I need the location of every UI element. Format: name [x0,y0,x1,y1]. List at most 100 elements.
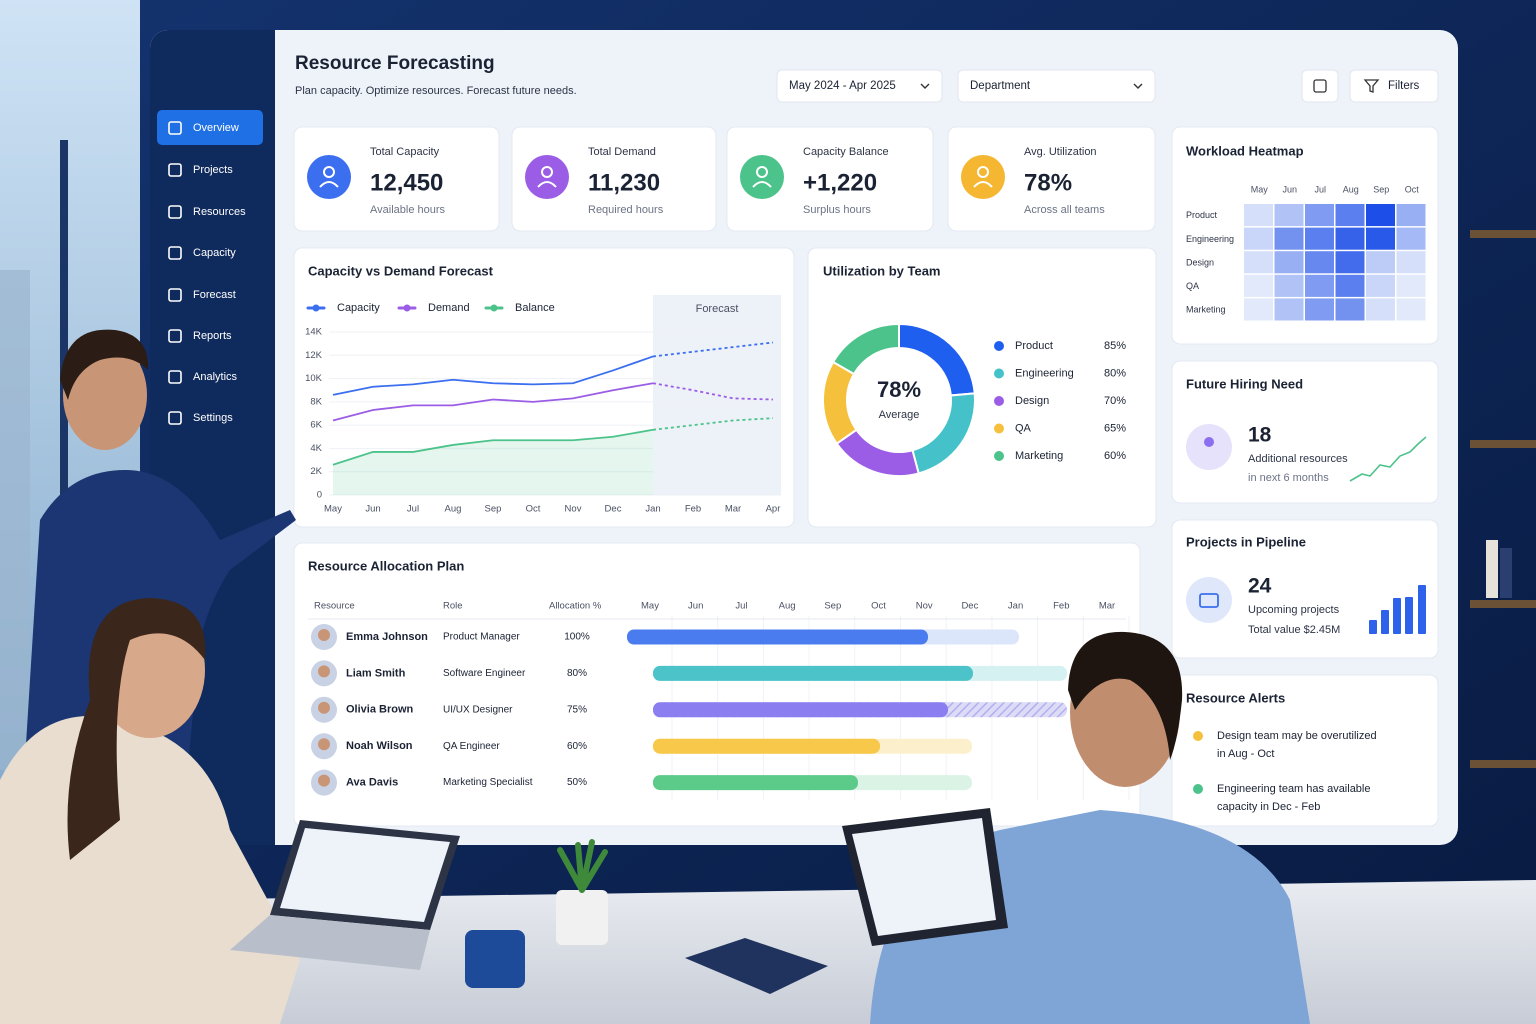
timeline-month: Feb [1053,601,1069,612]
nav-item[interactable]: Settings [193,412,233,424]
heatmap-x-label: Jul [1314,184,1326,194]
heatmap-y-label: Engineering [1186,234,1234,244]
kpi-card [511,126,717,232]
donut-slice [831,322,900,376]
x-tick-label: Jun [365,504,380,515]
forecast-label: Forecast [696,303,739,315]
chart-title: Capacity vs Demand Forecast [308,263,494,278]
kpi-card [947,126,1156,232]
hiring-label: Additional resources [1248,453,1348,465]
nav-item[interactable]: Overview [193,122,239,134]
heatmap-y-label: Marketing [1186,305,1226,315]
heatmap-cell [1396,227,1426,250]
heatmap-cell [1335,298,1365,321]
resource-role: Marketing Specialist [443,777,533,788]
kpi-icon-glyph [973,181,993,188]
filters: Filters [1388,80,1420,92]
resource-name: Emma Johnson [346,631,428,643]
filters-button[interactable] [1349,69,1439,103]
timeline-month: Jul [735,601,747,612]
nav-item[interactable]: Capacity [193,247,236,259]
woman-hair [67,598,206,860]
shelf [1470,600,1536,608]
kpi-label: Total Demand [588,146,656,158]
legend-dot [994,423,1004,434]
allocation-bar [653,738,880,754]
line [332,428,654,466]
forecast-line [652,382,774,401]
timeline-month: May [641,601,659,612]
nav-item[interactable]: Projects [193,164,233,176]
date-range: May 2024 - Apr 2025 [789,80,896,92]
legend-label: Demand [428,302,470,314]
legend-dot [994,341,1004,351]
nav-item[interactable]: Resources [193,206,246,218]
forecast-line [652,341,774,358]
heatmap-cell [1274,298,1304,321]
heatmap-cell [1274,274,1304,297]
resource-name: Liam Smith [346,667,406,679]
timeline-month: Nov [916,601,933,612]
heatmap-cell [1244,204,1273,227]
resource-role: UI/UX Designer [443,704,513,715]
line [332,382,654,422]
avatar-face [318,701,330,714]
nav-item[interactable]: Forecast [193,289,236,301]
value-label: 65% [1104,422,1126,434]
chart-title: Utilization by Team [823,263,941,278]
calendar-icon [1313,79,1327,93]
plant [557,839,608,893]
heatmap-cell [1305,274,1334,297]
chevron [1133,83,1143,89]
resource-name: Olivia Brown [346,704,414,716]
kpi-label: Avg. Utilization [1024,146,1097,158]
heatmap-cell [1335,227,1365,250]
heatmap-cell [1274,227,1304,250]
y-tick-label: 14K [305,327,323,338]
forecast-line [652,417,774,431]
heatmap-x-label: May [1251,184,1269,194]
heatmap-cell [1366,298,1395,321]
legend-label: Product [1015,340,1053,352]
heatmap-cell [1305,227,1334,250]
legend-label: Capacity [337,302,380,314]
filter-icon [1363,79,1380,93]
legend-marker [490,304,498,312]
y-tick-label: 10K [305,373,323,384]
nav-icon [168,246,182,260]
hiring-note: in next 6 months [1248,472,1329,484]
resource-role: Software Engineer [443,668,526,679]
tablet-display [852,818,996,936]
nav-icon [168,121,182,135]
heatmap-cell [1366,204,1395,227]
laptop-display [280,828,450,922]
calendar-button[interactable] [1301,69,1339,103]
kpi-note: Across all teams [1024,204,1105,216]
allocation-value: 80% [567,668,587,679]
timeline-month: Aug [779,601,796,612]
timeline-month: Sep [824,601,841,612]
column-header: Allocation % [549,601,602,612]
y-tick-label: 8K [310,396,322,407]
kpi-icon-glyph [756,166,768,178]
allocation-bar [653,702,948,718]
shelf [1470,760,1536,768]
nav-item[interactable]: Reports [193,330,232,342]
allocation-value: 75% [567,704,587,715]
pipeline-label: Upcoming projects [1248,604,1340,616]
heatmap-cell [1244,298,1273,321]
date-dropdown[interactable] [776,69,943,103]
legend-dot [994,451,1004,461]
department-dropdown[interactable] [957,69,1156,103]
nav-item[interactable]: Analytics [193,371,238,383]
mug [465,930,525,988]
x-tick-label: May [324,504,342,515]
heatmap-x-label: Sep [1373,184,1389,194]
laptop-keyboard [230,915,430,970]
kpi-card [293,126,500,232]
kpi-icon-glyph [323,166,335,178]
heatmap-cell [1305,298,1334,321]
heatmap-cell [1335,204,1365,227]
pipeline-mini-bar [1418,585,1426,634]
